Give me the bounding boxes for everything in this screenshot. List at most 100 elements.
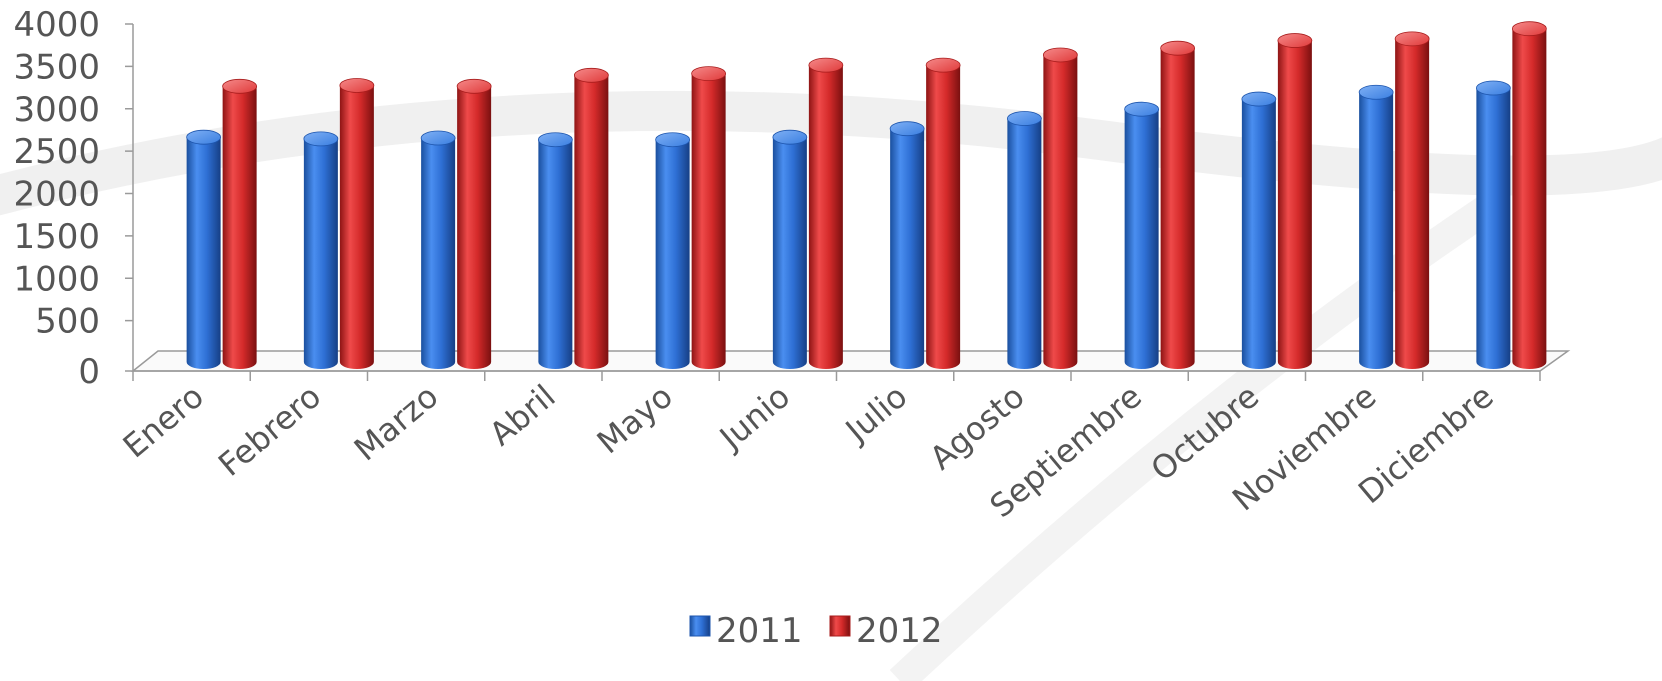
bar-2012-marzo [456, 78, 492, 369]
y-tick-label: 2500 [13, 132, 100, 172]
x-tick-label-marzo: Marzo [347, 377, 446, 468]
bar-cap [1475, 80, 1511, 96]
bar-body [538, 139, 573, 369]
bar-cap [537, 132, 573, 148]
bar-2011-enero [186, 129, 222, 369]
bar-body [1124, 109, 1159, 370]
y-tick-label: 3500 [13, 47, 100, 87]
bar-cap [186, 129, 222, 145]
bar-body [1043, 54, 1078, 369]
bar-body [339, 85, 374, 369]
x-tick-label-mayo: Mayo [590, 377, 680, 461]
bar-body [1395, 38, 1430, 370]
legend-item-2011: 2011 [689, 611, 803, 651]
bar-body [457, 86, 492, 369]
bar-2012-octubre [1277, 33, 1313, 370]
bar-2011-diciembre [1475, 80, 1511, 370]
bar-body [1277, 40, 1312, 370]
bar-body [1160, 48, 1195, 369]
bar-2012-abril [573, 67, 609, 370]
bar-body [808, 65, 843, 369]
y-tick-label: 0 [78, 352, 100, 392]
bar-2012-diciembre [1511, 21, 1547, 369]
bar-2011-septiembre [1124, 101, 1160, 370]
bar-cap [1394, 31, 1430, 47]
bar-2011-julio [889, 121, 925, 369]
bar-body [1476, 88, 1511, 370]
bar-body [421, 138, 456, 369]
bar-body [303, 138, 338, 369]
bar-2012-febrero [339, 78, 375, 369]
bar-cap [691, 66, 727, 82]
bar-2011-febrero [303, 131, 339, 369]
bar-2011-marzo [420, 130, 456, 369]
bar-body [926, 65, 961, 369]
bar-cap [1358, 84, 1394, 100]
bar-cap [1124, 101, 1160, 117]
bar-cap [1241, 91, 1277, 107]
y-tick-label: 3000 [13, 90, 100, 130]
bar-2011-mayo [655, 132, 691, 369]
bar-2012-agosto [1042, 47, 1078, 369]
legend-swatch [829, 615, 851, 637]
y-tick-label: 2000 [13, 175, 100, 215]
legend: 2011 2012 [689, 611, 943, 651]
bar-body [222, 86, 257, 369]
bar-body [772, 137, 807, 369]
bar-cap [1277, 33, 1313, 48]
bar-cap [456, 78, 492, 94]
bar-2012-septiembre [1160, 40, 1196, 369]
category-labels: Enero Febrero Marzo Abril Mayo Junio Julio Agos… [116, 377, 1501, 525]
legend-item-2012: 2012 [829, 611, 943, 651]
legend-label: 2011 [716, 611, 803, 651]
x-tick-label-junio: Junio [711, 377, 797, 458]
bar-2011-noviembre [1358, 84, 1394, 369]
bar-body [1512, 28, 1547, 369]
bar-body [1241, 99, 1276, 369]
bar-body [890, 128, 925, 369]
bar-cap [1160, 40, 1196, 56]
bar-body [186, 137, 221, 369]
bar-2012-noviembre [1394, 31, 1430, 370]
x-axis [132, 370, 1541, 381]
x-tick-label-febrero: Febrero [211, 377, 328, 484]
bar-body [691, 73, 726, 370]
y-tick-label: 4000 [13, 5, 100, 45]
bar-body [1007, 118, 1042, 369]
bar-cap [889, 121, 925, 137]
y-tick-label: 1000 [13, 259, 100, 299]
bar-body [655, 139, 690, 369]
bar-2011-octubre [1241, 91, 1277, 369]
bars-group [186, 21, 1547, 370]
bar-cap [303, 131, 339, 147]
x-tick-label-julio: Julio [837, 377, 914, 451]
x-tick-label-enero: Enero [116, 377, 211, 465]
bar-cap [573, 67, 609, 83]
bar-cap [1042, 47, 1078, 63]
bar-cap [1006, 111, 1042, 126]
x-tick-label-agosto: Agosto [922, 377, 1031, 477]
bar-cap [772, 129, 808, 145]
bar-cap [1511, 21, 1547, 37]
bar-body [1359, 92, 1394, 369]
y-tick-label: 500 [35, 302, 100, 342]
bar-cap [808, 57, 844, 73]
bar-2011-agosto [1006, 111, 1042, 369]
bar-cap [420, 130, 456, 146]
legend-label: 2012 [856, 611, 943, 651]
x-tick-label-abril: Abril [482, 377, 562, 453]
bar-body [574, 75, 609, 370]
bar-2012-mayo [691, 66, 727, 370]
bar-cap [925, 57, 961, 73]
bar-cap [655, 132, 691, 148]
bar-2012-junio [808, 57, 844, 369]
bar-2012-julio [925, 57, 961, 369]
bar-cap [222, 78, 258, 94]
bar-cap [339, 78, 375, 93]
bar-2011-junio [772, 129, 808, 369]
bar-2011-abril [537, 132, 573, 369]
legend-swatch [689, 615, 711, 637]
